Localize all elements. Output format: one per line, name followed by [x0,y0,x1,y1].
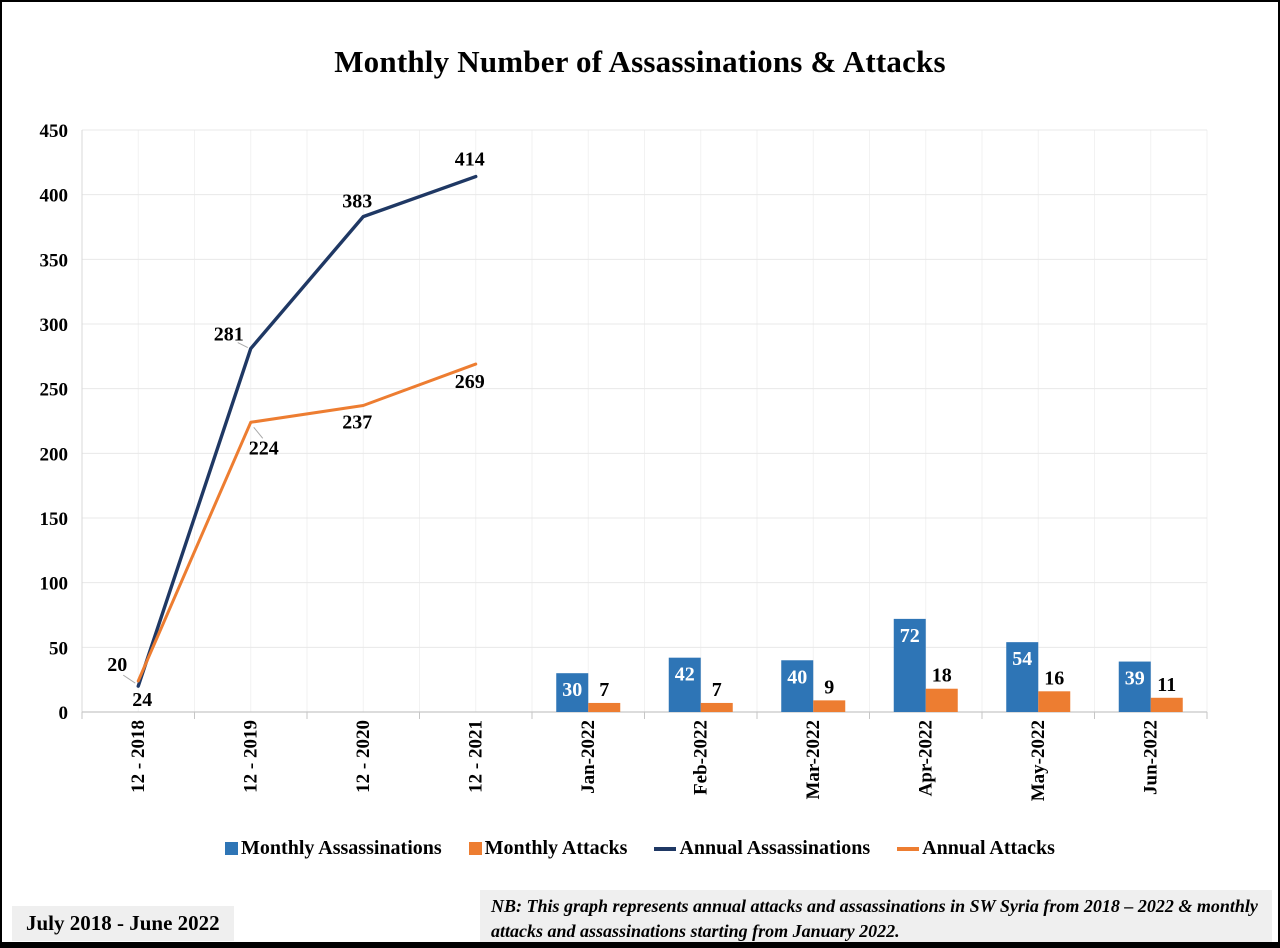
legend-swatch-line-icon [897,846,920,851]
line [136,362,478,683]
bar-data-label: 18 [932,665,952,687]
bar-data-label: 54 [1012,648,1032,670]
bar-series: 30 42 40 72 54 39 [556,618,1151,712]
line-series [136,362,478,683]
x-axis-label: May-2022 [1028,720,1049,801]
line [136,174,478,688]
legend-item-annual-assassinations: Annual Assassinations [654,837,870,860]
bar-data-label: 72 [900,625,920,647]
leader-line [122,674,136,684]
line-data-label: 269 [455,371,485,393]
bar-data-label: 42 [675,664,695,686]
bar [781,660,814,712]
x-axis-label: Feb-2022 [690,720,711,795]
chart-legend: Monthly Assassinations Monthly Attacks A… [2,837,1278,860]
legend-swatch-line-icon [654,846,677,851]
x-axis-label: Jun-2022 [1140,720,1161,795]
bar [556,673,589,712]
legend-item-monthly-assassinations: Monthly Assassinations [225,837,442,860]
line-data-label: 224 [249,437,279,459]
period-label: July 2018 - June 2022 [12,906,234,941]
y-axis-label: 400 [40,186,69,207]
bar-data-label: 9 [824,676,834,698]
bar-data-label: 40 [787,666,807,688]
x-axis-label: 12 - 2018 [128,720,149,793]
x-axis-label: Apr-2022 [915,720,936,796]
line-data-label: 24 [132,689,152,711]
legend-item-monthly-attacks: Monthly Attacks [468,837,628,860]
bar [813,700,846,712]
line-data-label: 281 [214,324,244,346]
y-axis-label: 200 [40,444,69,465]
y-axis-label: 150 [40,509,69,530]
bar-data-label: 7 [599,679,609,701]
legend-label: Monthly Assassinations [241,837,442,859]
line-data-labels: 24 224 237 269 [132,371,485,711]
bar-data-label: 39 [1125,668,1145,690]
y-axis-label: 450 [40,121,69,142]
bar-data-label: 30 [562,679,582,701]
line-data-labels: 20 281 383 414 [107,149,485,677]
bar [668,657,701,712]
y-axis-label: 100 [40,574,69,595]
legend-label: Annual Assassinations [679,837,871,859]
line-data-label: 383 [342,191,372,213]
leader-line [253,426,264,439]
legend-label: Monthly Attacks [484,837,628,859]
footnote: NB: This graph represents annual attacks… [480,890,1272,942]
bar [925,688,958,712]
bar [1038,691,1071,712]
bar [1118,661,1151,712]
label-leader-lines [122,342,264,684]
legend-item-annual-attacks: Annual Attacks [897,837,1055,860]
x-axis-label: 12 - 2019 [240,720,261,793]
leader-line [237,342,248,349]
x-axis-label: 12 - 2021 [465,720,486,793]
line-data-label: 237 [342,411,372,433]
bar [588,702,621,712]
line-series [136,174,478,688]
bar [700,702,733,712]
legend-label: Annual Attacks [922,837,1055,859]
y-axis-label: 350 [40,250,69,271]
y-axis-label: 300 [40,315,69,336]
x-axis-label: Mar-2022 [803,720,824,800]
y-axis-label: 50 [49,638,68,659]
bar [893,618,926,712]
legend-swatch-square-icon [225,842,239,855]
bar [1150,697,1183,712]
bar-data-label: 16 [1044,667,1064,689]
y-axis-label: 0 [59,703,69,724]
line-data-label: 20 [107,654,127,676]
bar [1006,642,1039,712]
legend-swatch-square-icon [468,842,482,855]
y-axis-label: 250 [40,380,69,401]
bar-data-label: 7 [712,679,722,701]
bar-data-label: 11 [1157,674,1176,696]
line-data-label: 414 [455,149,485,171]
x-axis-label: Jan-2022 [578,720,599,794]
bar-series: 7 7 9 18 16 11 [588,665,1183,712]
y-axis-labels: 0 50 100 150 200 250 300 350 400 450 [40,121,69,724]
x-axis-label: 12 - 2020 [353,720,374,793]
chart-title: Monthly Number of Assassinations & Attac… [334,44,946,79]
x-axis-labels: 12 - 2018 12 - 2019 12 - 2020 12 - 2021 Jan-… [128,720,1162,801]
